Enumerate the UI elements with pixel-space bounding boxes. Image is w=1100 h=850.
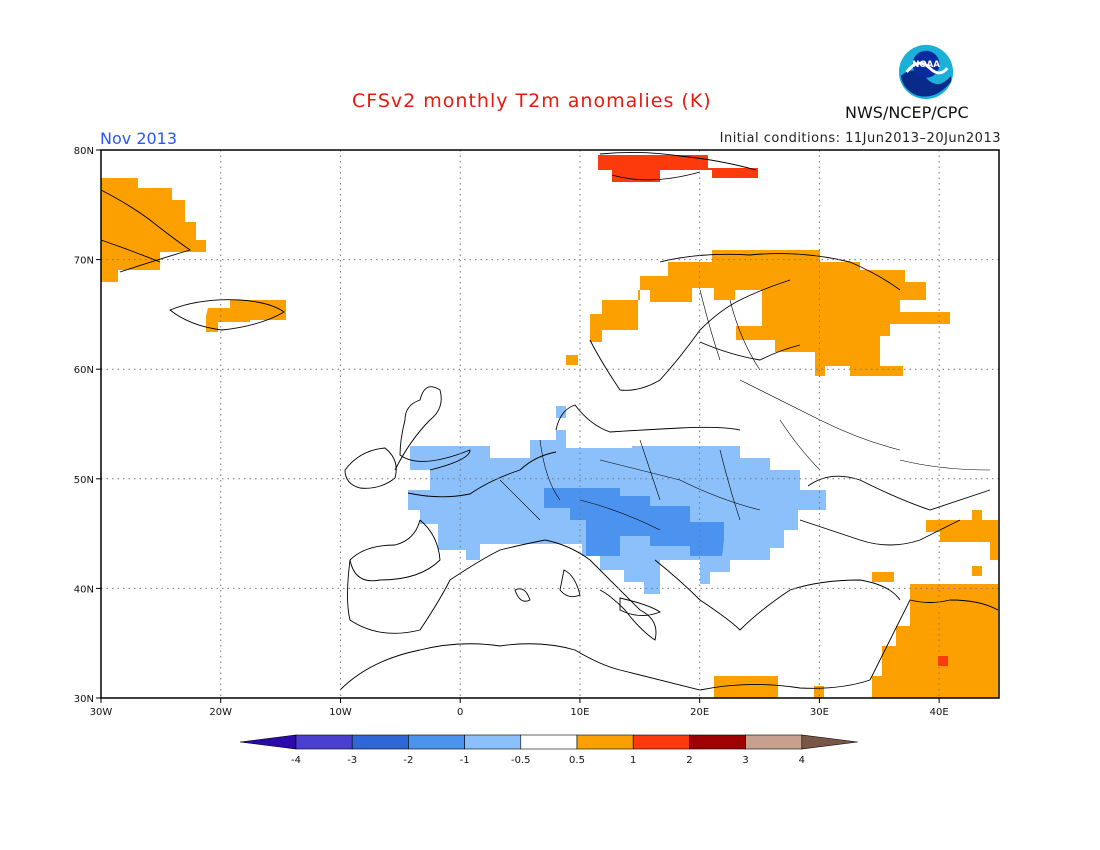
- lon-tick-label: 0: [457, 707, 463, 718]
- colorbar-segment: [351, 734, 409, 750]
- colorbar-label: -3: [347, 755, 357, 766]
- middle-east-warm-anomaly: [872, 584, 998, 698]
- svg-text:NOAA: NOAA: [912, 60, 940, 70]
- graticule: [101, 150, 999, 698]
- caucasus-warm-anomaly: [926, 510, 998, 560]
- colorbar: -4 -3 -2 -1 -0.5 0.5 1 2 3 4: [239, 734, 858, 766]
- colorbar-segment: [464, 734, 522, 750]
- colorbar-right-arrow: [801, 734, 858, 750]
- coastlines: [100, 151, 999, 691]
- colorbar-segment: [632, 734, 690, 750]
- lon-tick-label: 10W: [329, 707, 352, 718]
- colorbar-label: 1: [630, 755, 636, 766]
- forecast-month: Nov 2013: [100, 129, 178, 148]
- anomaly-shading: [101, 155, 998, 698]
- initial-conditions: Initial conditions: 11Jun2013–20Jun2013: [719, 131, 1001, 146]
- colorbar-label: -4: [291, 755, 301, 766]
- colorbar-label: -1: [460, 755, 470, 766]
- lon-tick-label: 40E: [930, 707, 949, 718]
- lat-tick-label: 40N: [74, 584, 94, 595]
- colorbar-left-arrow: [239, 734, 297, 750]
- country-borders: [499, 289, 991, 531]
- lat-tick-label: 70N: [74, 256, 94, 267]
- colorbar-segment: [576, 734, 634, 750]
- alps-balkans-cold-anomaly: [544, 488, 724, 556]
- turkey-warm-cell: [872, 572, 894, 582]
- colorbar-label: 2: [686, 755, 692, 766]
- denmark-cool-cell: [556, 406, 566, 418]
- lat-tick-label: 80N: [74, 146, 94, 157]
- lat-tick-label: 60N: [74, 365, 94, 376]
- lon-tick-label: 20E: [690, 707, 709, 718]
- lon-tick-label: 20W: [209, 707, 232, 718]
- axis-ticks: 30W 20W 10W 0 10E 20E 30E 40E 30N 40N 50N 60N 70N 80N: [74, 146, 949, 718]
- colorbar-segment: [520, 734, 578, 750]
- colorbar-label: 3: [742, 755, 748, 766]
- svalbard-hot-anomaly: [598, 155, 758, 182]
- colorbar-label: 4: [799, 755, 805, 766]
- greenland-warm-anomaly: [101, 178, 206, 282]
- colorbar-label: -2: [403, 755, 413, 766]
- lat-tick-label: 50N: [74, 475, 94, 486]
- colorbar-segment: [689, 734, 746, 750]
- lon-tick-label: 30E: [810, 707, 829, 718]
- colorbar-label: 0.5: [569, 755, 585, 766]
- noaa-logo: NOAA: [898, 44, 954, 100]
- norway-coast-warm-cell: [566, 355, 578, 365]
- caspian-warm-cell: [972, 566, 982, 576]
- chart-title: CFSv2 monthly T2m anomalies (K): [352, 90, 712, 112]
- scandinavia-warm-anomaly: [590, 250, 950, 376]
- egypt-warm-cell: [814, 686, 824, 698]
- lon-tick-label: 30W: [90, 707, 113, 718]
- lon-tick-label: 10E: [570, 707, 589, 718]
- colorbar-label: -0.5: [511, 755, 531, 766]
- colorbar-segment: [745, 734, 803, 750]
- iceland-warm-anomaly: [206, 300, 286, 332]
- colorbar-segment: [408, 734, 465, 750]
- lat-tick-label: 30N: [74, 694, 94, 705]
- middle-east-hot-cell: [938, 656, 948, 666]
- agency-label: NWS/NCEP/CPC: [845, 103, 969, 122]
- libya-warm-cell: [714, 676, 778, 698]
- colorbar-segment: [295, 734, 353, 750]
- map-frame: [100, 149, 1000, 699]
